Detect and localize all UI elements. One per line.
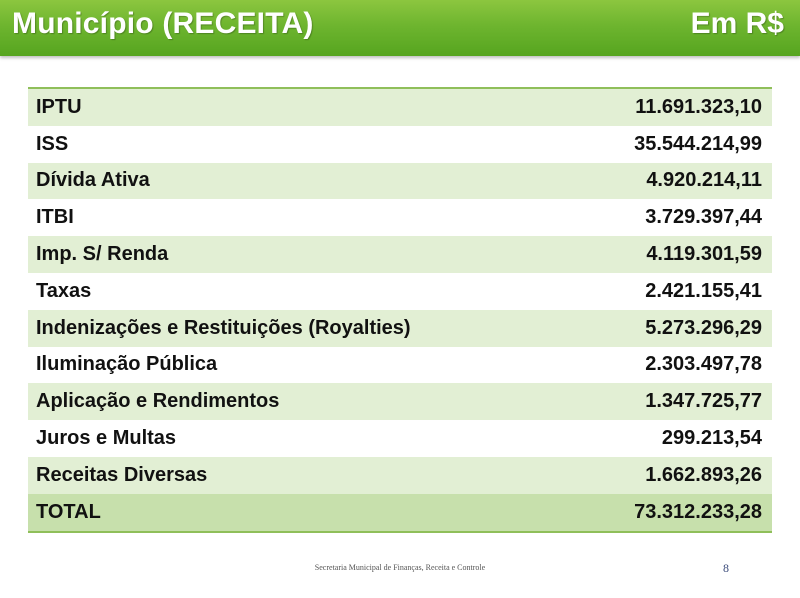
row-value: 4.920.214,11 xyxy=(568,162,772,200)
row-label: IPTU xyxy=(28,88,569,126)
row-value: 11.691.323,10 xyxy=(568,88,772,126)
page-number: 8 xyxy=(723,561,729,575)
row-label: ISS xyxy=(28,125,569,163)
currency-unit-label: Em R$ xyxy=(690,7,784,40)
row-label: Juros e Multas xyxy=(28,420,569,457)
title-bar: Município (RECEITA) Em R$ xyxy=(0,0,800,56)
row-label: Iluminação Pública xyxy=(28,346,569,384)
table-row: Iluminação Pública 2.303.497,78 xyxy=(28,346,772,384)
row-label: Imp. S/ Renda xyxy=(28,236,569,273)
revenue-table-container: IPTU 11.691.323,10 ISS 35.544.214,99 Dív… xyxy=(28,87,772,533)
row-label: Dívida Ativa xyxy=(28,162,569,200)
row-value: 1.347.725,77 xyxy=(568,383,772,421)
row-value: 3.729.397,44 xyxy=(568,199,772,237)
table-row: Taxas 2.421.155,41 xyxy=(28,272,772,310)
row-value: 5.273.296,29 xyxy=(568,309,772,347)
row-label: Taxas xyxy=(28,272,569,310)
row-value: 35.544.214,99 xyxy=(568,125,772,163)
slide-title: Município (RECEITA) xyxy=(12,7,314,40)
row-value: 2.421.155,41 xyxy=(568,272,772,310)
row-value: 299.213,54 xyxy=(568,420,772,457)
row-label: Indenizações e Restituições (Royalties) xyxy=(28,309,569,347)
table-row: Aplicação e Rendimentos 1.347.725,77 xyxy=(28,383,772,421)
row-value: 1.662.893,26 xyxy=(568,456,772,494)
table-row: Receitas Diversas 1.662.893,26 xyxy=(28,456,772,494)
total-row: TOTAL 73.312.233,28 xyxy=(28,493,772,533)
table-row: Juros e Multas 299.213,54 xyxy=(28,420,772,457)
revenue-table: IPTU 11.691.323,10 ISS 35.544.214,99 Dív… xyxy=(28,87,772,533)
row-value: 2.303.497,78 xyxy=(568,346,772,384)
total-label: TOTAL xyxy=(28,493,569,533)
table-row: ISS 35.544.214,99 xyxy=(28,125,772,163)
row-label: ITBI xyxy=(28,199,569,237)
table-row: IPTU 11.691.323,10 xyxy=(28,88,772,126)
table-row: Indenizações e Restituições (Royalties) … xyxy=(28,309,772,347)
footer-department: Secretaria Municipal de Finanças, Receit… xyxy=(314,563,486,572)
row-value: 4.119.301,59 xyxy=(568,236,772,273)
table-row: Dívida Ativa 4.920.214,11 xyxy=(28,162,772,200)
table-row: Imp. S/ Renda 4.119.301,59 xyxy=(28,236,772,273)
total-value: 73.312.233,28 xyxy=(568,493,772,533)
row-label: Receitas Diversas xyxy=(28,456,569,494)
row-label: Aplicação e Rendimentos xyxy=(28,383,569,421)
table-row: ITBI 3.729.397,44 xyxy=(28,199,772,237)
